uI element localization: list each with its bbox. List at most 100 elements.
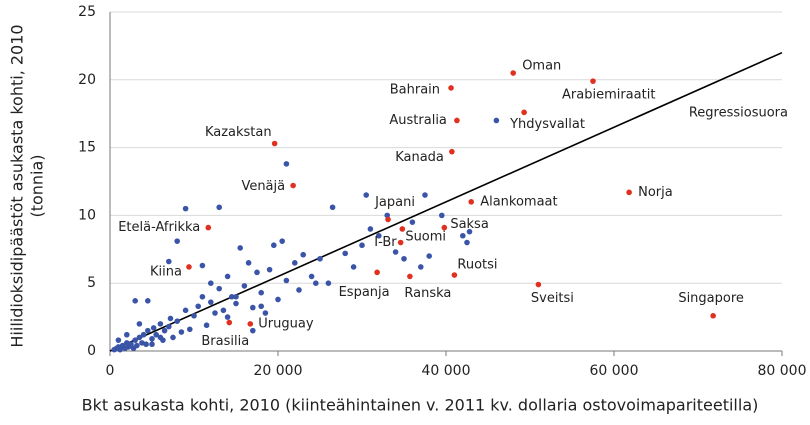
point-label: Ranska (404, 286, 451, 301)
data-point (441, 224, 448, 231)
data-point (212, 310, 218, 316)
data-point (466, 228, 473, 235)
data-point (153, 331, 159, 338)
data-point (468, 199, 475, 205)
data-point (220, 307, 227, 314)
point-label: Oman (522, 59, 561, 74)
regression-line (109, 51, 783, 352)
data-point (224, 314, 231, 320)
point-label: Kazakstan (205, 125, 272, 140)
data-point (166, 258, 172, 265)
data-point (275, 296, 281, 303)
data-point (174, 318, 180, 324)
data-point (350, 264, 357, 270)
point-label: Suomi (405, 229, 446, 244)
y-tick-label: 25 (78, 4, 96, 20)
point-label: Ruotsi (457, 258, 497, 273)
point-label: Norja (638, 185, 673, 200)
data-point (216, 285, 222, 292)
data-point (258, 303, 265, 310)
data-point (136, 334, 143, 341)
point-label: Bahrain (390, 82, 440, 97)
data-point (199, 262, 206, 269)
point-label: Arabiemiraatit (562, 88, 655, 103)
data-point (626, 189, 632, 196)
data-point (448, 85, 454, 91)
data-point (224, 273, 231, 280)
data-point (195, 303, 201, 310)
data-point (535, 281, 542, 288)
data-point (426, 253, 433, 259)
data-point (317, 255, 323, 262)
data-point (325, 280, 332, 287)
y-tick-label: 10 (78, 207, 96, 223)
data-point (174, 238, 180, 244)
data-point (117, 346, 123, 353)
data-point (203, 322, 210, 329)
data-point (266, 266, 273, 273)
point-label: Alankomaat (480, 194, 557, 209)
data-point (439, 212, 445, 219)
point-label: Japani (374, 195, 415, 210)
data-point (199, 293, 206, 300)
data-point (313, 280, 319, 287)
x-axis-title: Bkt asukasta kohti, 2010 (kiinteähintain… (82, 396, 759, 415)
data-point (170, 334, 176, 341)
data-point (397, 239, 404, 246)
data-point (250, 327, 256, 334)
data-point (145, 327, 151, 334)
data-point (145, 298, 151, 304)
y-tick-label: 20 (78, 72, 96, 88)
data-point (407, 273, 413, 280)
x-tick-label: 60 000 (590, 363, 639, 379)
data-point (290, 182, 296, 189)
data-point (208, 280, 214, 287)
point-label: Espanja (339, 285, 390, 300)
point-label: Venäjä (241, 179, 285, 194)
point-label: Australia (389, 113, 447, 128)
point-label: I-Br (374, 235, 397, 250)
data-point (329, 204, 336, 211)
data-point (187, 326, 193, 333)
regression-label: Regressiosuora (689, 106, 788, 121)
data-point (186, 264, 192, 270)
data-point (143, 341, 149, 348)
data-point (250, 304, 256, 311)
data-point (409, 219, 416, 225)
data-point (157, 334, 164, 341)
data-point (134, 342, 140, 349)
point-label: Kiina (150, 264, 182, 279)
data-point (128, 341, 134, 348)
y-tick-label: 5 (87, 275, 96, 291)
data-point (139, 340, 145, 346)
data-point (182, 307, 189, 314)
data-point (136, 321, 143, 327)
data-point (451, 272, 458, 278)
point-label: Etelä-Afrikka (118, 220, 200, 235)
point-label: Kanada (395, 150, 444, 165)
data-point (132, 298, 138, 304)
x-tick-label: 20 000 (254, 363, 303, 379)
data-point (300, 251, 307, 258)
data-point (449, 148, 455, 155)
point-label: Saksa (450, 217, 489, 232)
data-point (454, 117, 460, 124)
y-tick-label: 15 (78, 140, 96, 156)
data-point (308, 273, 315, 280)
data-point (182, 205, 189, 212)
data-point (418, 264, 424, 270)
data-point (422, 192, 428, 198)
data-point (367, 226, 374, 232)
data-point (247, 321, 254, 327)
point-label: Uruguay (258, 316, 314, 331)
point-label: Brasilia (201, 334, 249, 349)
data-point (233, 293, 239, 300)
data-point (271, 140, 278, 147)
data-point (178, 329, 185, 335)
data-point (161, 327, 168, 334)
data-point (254, 269, 260, 276)
data-point (590, 78, 596, 84)
y-tick-label: 0 (87, 343, 96, 359)
data-point (124, 331, 130, 338)
data-point (376, 232, 382, 239)
